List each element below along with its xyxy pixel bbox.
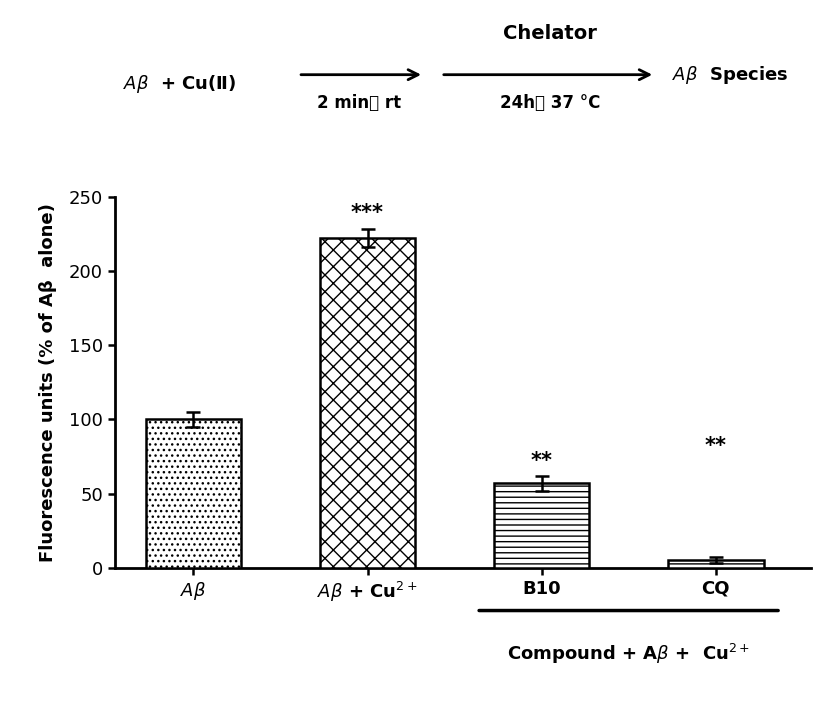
Bar: [667, 561, 763, 568]
Text: $A\beta$  Species: $A\beta$ Species: [672, 63, 788, 86]
Text: ***: ***: [351, 203, 384, 223]
Bar: [494, 483, 590, 568]
Text: 2 min， rt: 2 min， rt: [317, 95, 401, 112]
Text: **: **: [704, 437, 726, 456]
Text: Chelator: Chelator: [503, 23, 597, 42]
Text: $A\beta$  + Cu(Ⅱ): $A\beta$ + Cu(Ⅱ): [124, 73, 237, 95]
Bar: [146, 419, 242, 568]
Text: 24h， 37 °C: 24h， 37 °C: [500, 95, 600, 112]
Text: Compound + A$\beta$ +  Cu$^{2+}$: Compound + A$\beta$ + Cu$^{2+}$: [507, 642, 750, 666]
Text: **: **: [531, 451, 553, 471]
Bar: [319, 238, 415, 568]
Y-axis label: Fluorescence units (% of Aβ  alone): Fluorescence units (% of Aβ alone): [39, 203, 57, 561]
